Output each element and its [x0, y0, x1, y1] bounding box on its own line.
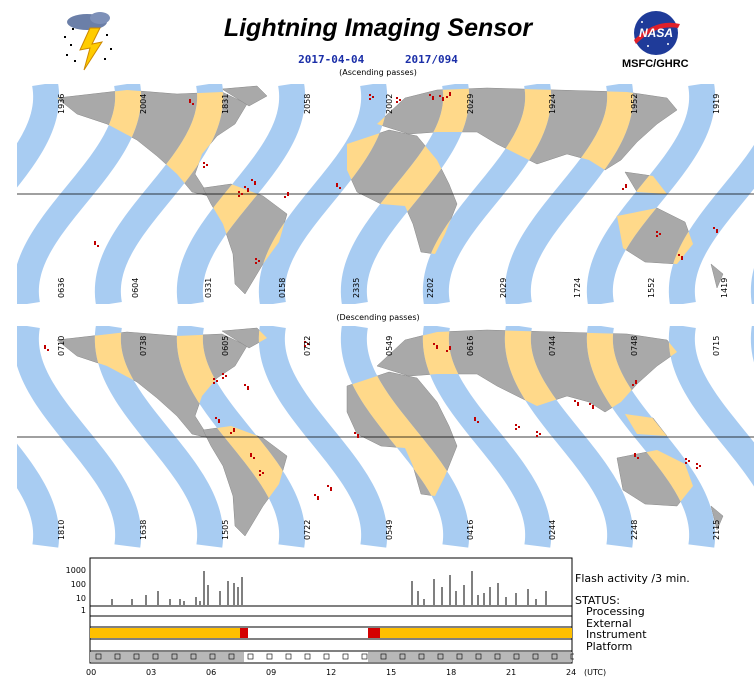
orbit-time-label: 2202	[425, 277, 435, 298]
lightning-logo	[64, 12, 112, 71]
x-tick-label: 12	[326, 668, 337, 677]
x-tick-label: 06	[206, 668, 217, 677]
orbit-time-label: 1919	[712, 93, 722, 114]
orbit-time-label: 0158	[278, 277, 288, 298]
orbit-time-label: 0722	[302, 335, 312, 356]
orbit-time-label: 1724	[572, 277, 582, 298]
x-tick-label: 15	[386, 668, 397, 677]
orbit-time-label: 1505	[220, 519, 230, 540]
orbit-time-label: 0744	[548, 335, 558, 356]
y-tick-label: 100	[70, 580, 86, 589]
orbit-time-label: 2335	[351, 277, 361, 298]
descending-map	[17, 326, 754, 548]
timeline-panel	[89, 557, 574, 664]
doy-value: 2017/094	[404, 53, 458, 66]
y-tick-label: 10	[75, 594, 86, 603]
orbit-time-label: 1638	[138, 519, 148, 540]
x-tick-label: 18	[446, 668, 457, 677]
date-value: 2017-04-04	[298, 53, 365, 66]
status-label: STATUS:	[575, 594, 620, 607]
orbit-time-label: 0604	[130, 277, 140, 298]
ascending-map	[17, 84, 754, 304]
org-label: MSFC/GHRC	[622, 58, 689, 70]
orbit-time-label: 0244	[548, 519, 558, 540]
status-external: External	[586, 617, 632, 630]
orbit-time-label: 0715	[712, 335, 722, 356]
orbit-time-label: 2115	[712, 519, 722, 540]
ascending-label: (Ascending passes)	[339, 68, 417, 77]
orbit-time-label: 0331	[204, 277, 214, 298]
orbit-time-label: 2058	[302, 93, 312, 114]
orbit-time-label: 0722	[302, 519, 312, 540]
flash-activity-label: Flash activity /3 min.	[575, 572, 690, 585]
date-line: 2017-04-04 2017/094	[0, 53, 756, 66]
orbit-time-label: 1552	[646, 277, 656, 298]
status-platform: Platform	[586, 640, 633, 653]
status-instrument: Instrument	[586, 628, 647, 641]
orbit-time-label: 1952	[630, 93, 640, 114]
orbit-time-label: 0710	[57, 335, 66, 356]
orbit-time-label: 1831	[220, 93, 230, 114]
orbit-time-label: 0549	[384, 335, 394, 356]
nasa-logo: NASA	[634, 11, 680, 55]
page-title: Lightning Imaging Sensor	[223, 14, 533, 42]
orbit-time-label: 0605	[220, 335, 230, 356]
orbit-time-label: 1936	[57, 93, 66, 114]
y-tick-label: 1	[80, 606, 86, 615]
orbit-time-label: 1924	[548, 93, 558, 114]
x-tick-label: 03	[146, 668, 157, 677]
orbit-time-label: 1419	[720, 277, 730, 298]
descending-label: (Descending passes)	[336, 313, 420, 322]
orbit-time-label: 0738	[138, 335, 148, 356]
orbit-time-label: 2029	[499, 277, 509, 298]
orbit-time-label: 2248	[630, 519, 640, 540]
nasa-text: NASA	[639, 26, 673, 40]
orbit-time-label: 0616	[466, 335, 476, 356]
orbit-time-label: 1810	[57, 519, 66, 540]
orbit-time-label: 2004	[138, 93, 148, 114]
orbit-time-label: 0636	[57, 277, 66, 298]
x-tick-label: 21	[506, 668, 517, 677]
x-tick-label: 00	[86, 668, 97, 677]
orbit-time-label: 0748	[630, 335, 640, 356]
orbit-time-label: 2002	[384, 93, 394, 114]
x-tick-label: 09	[266, 668, 277, 677]
x-tick-label: 24	[566, 668, 577, 677]
y-tick-label: 1000	[65, 566, 86, 575]
status-processing: Processing	[586, 605, 645, 618]
orbit-time-label: 2029	[466, 93, 476, 114]
orbit-time-label: 0549	[384, 519, 394, 540]
x-unit-label: (UTC)	[584, 668, 607, 677]
orbit-time-label: 0416	[466, 519, 476, 540]
